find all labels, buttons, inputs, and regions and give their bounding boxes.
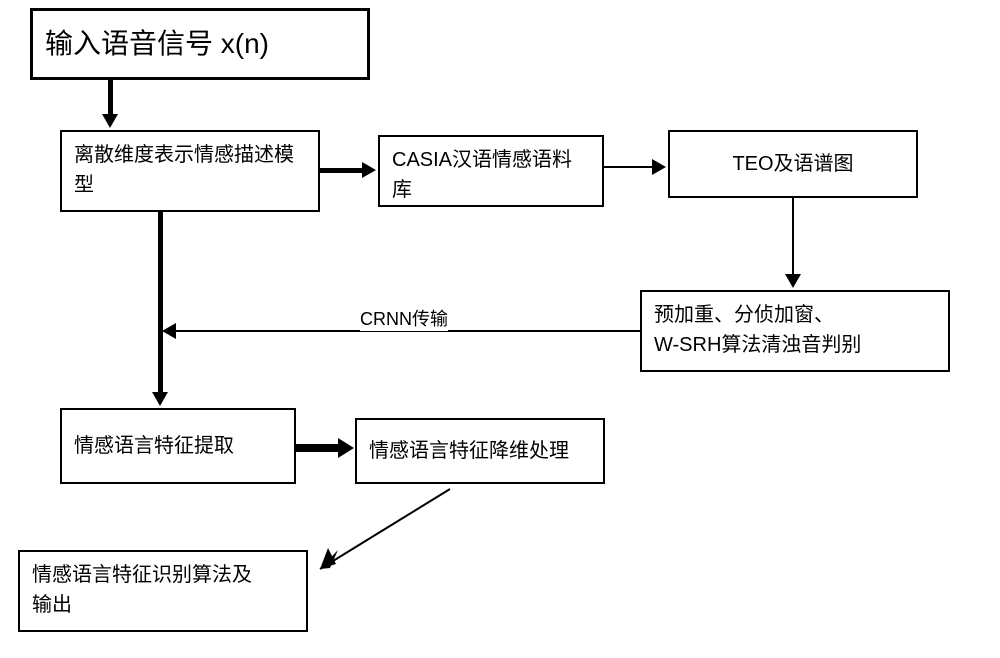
node-casia-label: CASIA汉语情感语料库 xyxy=(392,145,590,205)
arrow-head-icon xyxy=(152,392,168,406)
node-dimred-label: 情感语言特征降维处理 xyxy=(369,436,569,466)
node-input-label: 输入语音信号 x(n) xyxy=(45,23,269,65)
node-input: 输入语音信号 x(n) xyxy=(30,8,370,80)
edge-label-crnn: CRNN传输 xyxy=(360,305,448,331)
node-preproc: 预加重、分侦加窗、 W-SRH算法清浊音判别 xyxy=(640,290,950,372)
node-extract: 情感语言特征提取 xyxy=(60,408,296,484)
edge-discrete-casia xyxy=(320,168,364,173)
node-discrete-label: 离散维度表示情感描述模型 xyxy=(74,140,306,200)
node-output: 情感语言特征识别算法及 输出 xyxy=(18,550,308,632)
edge-extract-dimred xyxy=(296,444,340,452)
arrow-head-icon xyxy=(362,162,376,178)
node-discrete: 离散维度表示情感描述模型 xyxy=(60,130,320,212)
edge-discrete-extract xyxy=(158,212,163,394)
node-dimred: 情感语言特征降维处理 xyxy=(355,418,605,484)
arrow-head-icon xyxy=(338,438,354,458)
node-teo: TEO及语谱图 xyxy=(668,130,918,198)
edge-casia-teo xyxy=(604,166,654,168)
node-output-label: 情感语言特征识别算法及 输出 xyxy=(32,560,252,620)
node-preproc-label: 预加重、分侦加窗、 W-SRH算法清浊音判别 xyxy=(654,300,861,360)
edge-teo-preproc xyxy=(792,198,794,276)
node-teo-label: TEO及语谱图 xyxy=(732,149,853,179)
arrow-head-icon xyxy=(652,159,666,175)
edge-input-discrete xyxy=(108,80,113,116)
node-casia: CASIA汉语情感语料库 xyxy=(378,135,604,207)
node-extract-label: 情感语言特征提取 xyxy=(74,431,234,461)
arrow-head-icon xyxy=(162,323,176,339)
arrow-head-icon xyxy=(785,274,801,288)
arrow-head-icon xyxy=(102,114,118,128)
edge-dimred-output xyxy=(300,484,470,584)
